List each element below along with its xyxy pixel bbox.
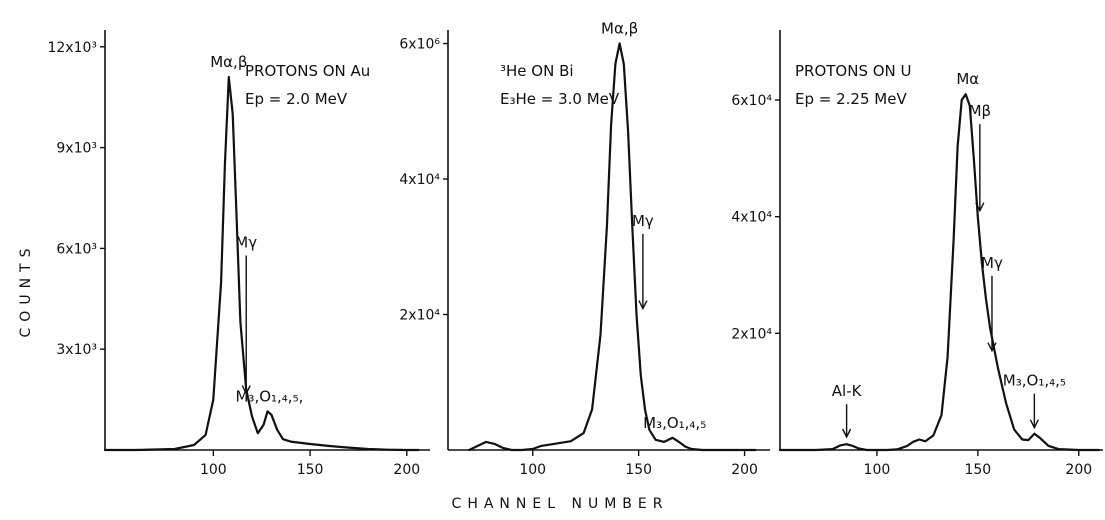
x-tick-label: 100	[864, 462, 891, 478]
annotation-arrowhead	[1029, 419, 1039, 430]
peak-annotation: Mα,β	[210, 53, 247, 71]
y-tick-label: 4x10⁴	[731, 210, 772, 226]
panel-subtitle: Ep = 2.0 MeV	[245, 90, 348, 108]
y-tick-label: 2x10⁴	[399, 308, 440, 324]
peak-annotation: M₃,O₁,₄,₅	[643, 414, 706, 432]
panel-subtitle: Ep = 2.25 MeV	[795, 90, 907, 108]
y-tick-label: 6x10⁶	[399, 37, 440, 53]
peak-annotation: M₃,O₁,₄,₅,	[235, 387, 303, 405]
x-tick-label: 150	[964, 462, 991, 478]
panel-title: PROTONS ON U	[795, 62, 912, 80]
y-tick-label: 4x10⁴	[399, 172, 440, 188]
annotation-arrowhead	[987, 342, 997, 353]
spectrum-curve	[103, 75, 420, 452]
panel-subtitle: E₃He = 3.0 MeV	[500, 90, 620, 108]
x-tick-label: 100	[519, 462, 546, 478]
peak-annotation: Al-K	[832, 382, 863, 400]
x-tick-label: 200	[1065, 462, 1092, 478]
spectrum-curve	[778, 93, 1101, 452]
x-tick-label: 150	[625, 462, 652, 478]
panel-title: PROTONS ON Au	[245, 62, 370, 80]
annotation-arrowhead	[975, 202, 985, 213]
panel-protons-on-au: 100 150 200 3x10³ 6x10³ 9x10³ 12x10³ PROTONS ON…	[47, 30, 430, 478]
panel-title: ³He ON Bi	[500, 62, 574, 80]
x-tick-label: 200	[731, 462, 758, 478]
peak-annotation: Mβ	[969, 102, 992, 120]
annotation-arrowhead	[841, 428, 852, 439]
peak-annotation: Mγ	[981, 254, 1003, 272]
annotation-arrowhead	[638, 300, 648, 311]
peak-annotation: Mγ	[632, 212, 654, 230]
x-tick-label: 100	[200, 462, 227, 478]
x-tick-label: 200	[393, 462, 420, 478]
y-tick-label: 3x10³	[56, 342, 97, 358]
y-tick-label: 2x10⁴	[731, 326, 772, 342]
y-tick-label: 6x10⁴	[731, 93, 772, 109]
y-tick-label: 9x10³	[56, 141, 97, 157]
peak-annotation: Mα	[956, 70, 979, 88]
panel-he3-on-bi: 100 150 200 2x10⁴ 4x10⁴ 6x10⁶ ³He ON Bi E₃He = …	[399, 20, 770, 478]
peak-annotation: Mα,β	[601, 20, 638, 38]
x-axis-title: CHANNEL NUMBER	[452, 496, 669, 512]
annotation-arrowhead	[241, 385, 251, 396]
peak-annotation: Mγ	[235, 233, 257, 251]
panel-protons-on-u: 100 150 200 2x10⁴ 4x10⁴ 6x10⁴ PROTONS ON U Ep =…	[731, 30, 1103, 478]
spectrum-curve	[468, 42, 757, 452]
y-tick-label: 12x10³	[47, 40, 97, 56]
peak-annotation: M₃,O₁,₄,₅	[1003, 372, 1066, 390]
y-tick-label: 6x10³	[56, 241, 97, 257]
y-axis-title: COUNTS	[18, 243, 34, 338]
x-tick-label: 150	[297, 462, 324, 478]
